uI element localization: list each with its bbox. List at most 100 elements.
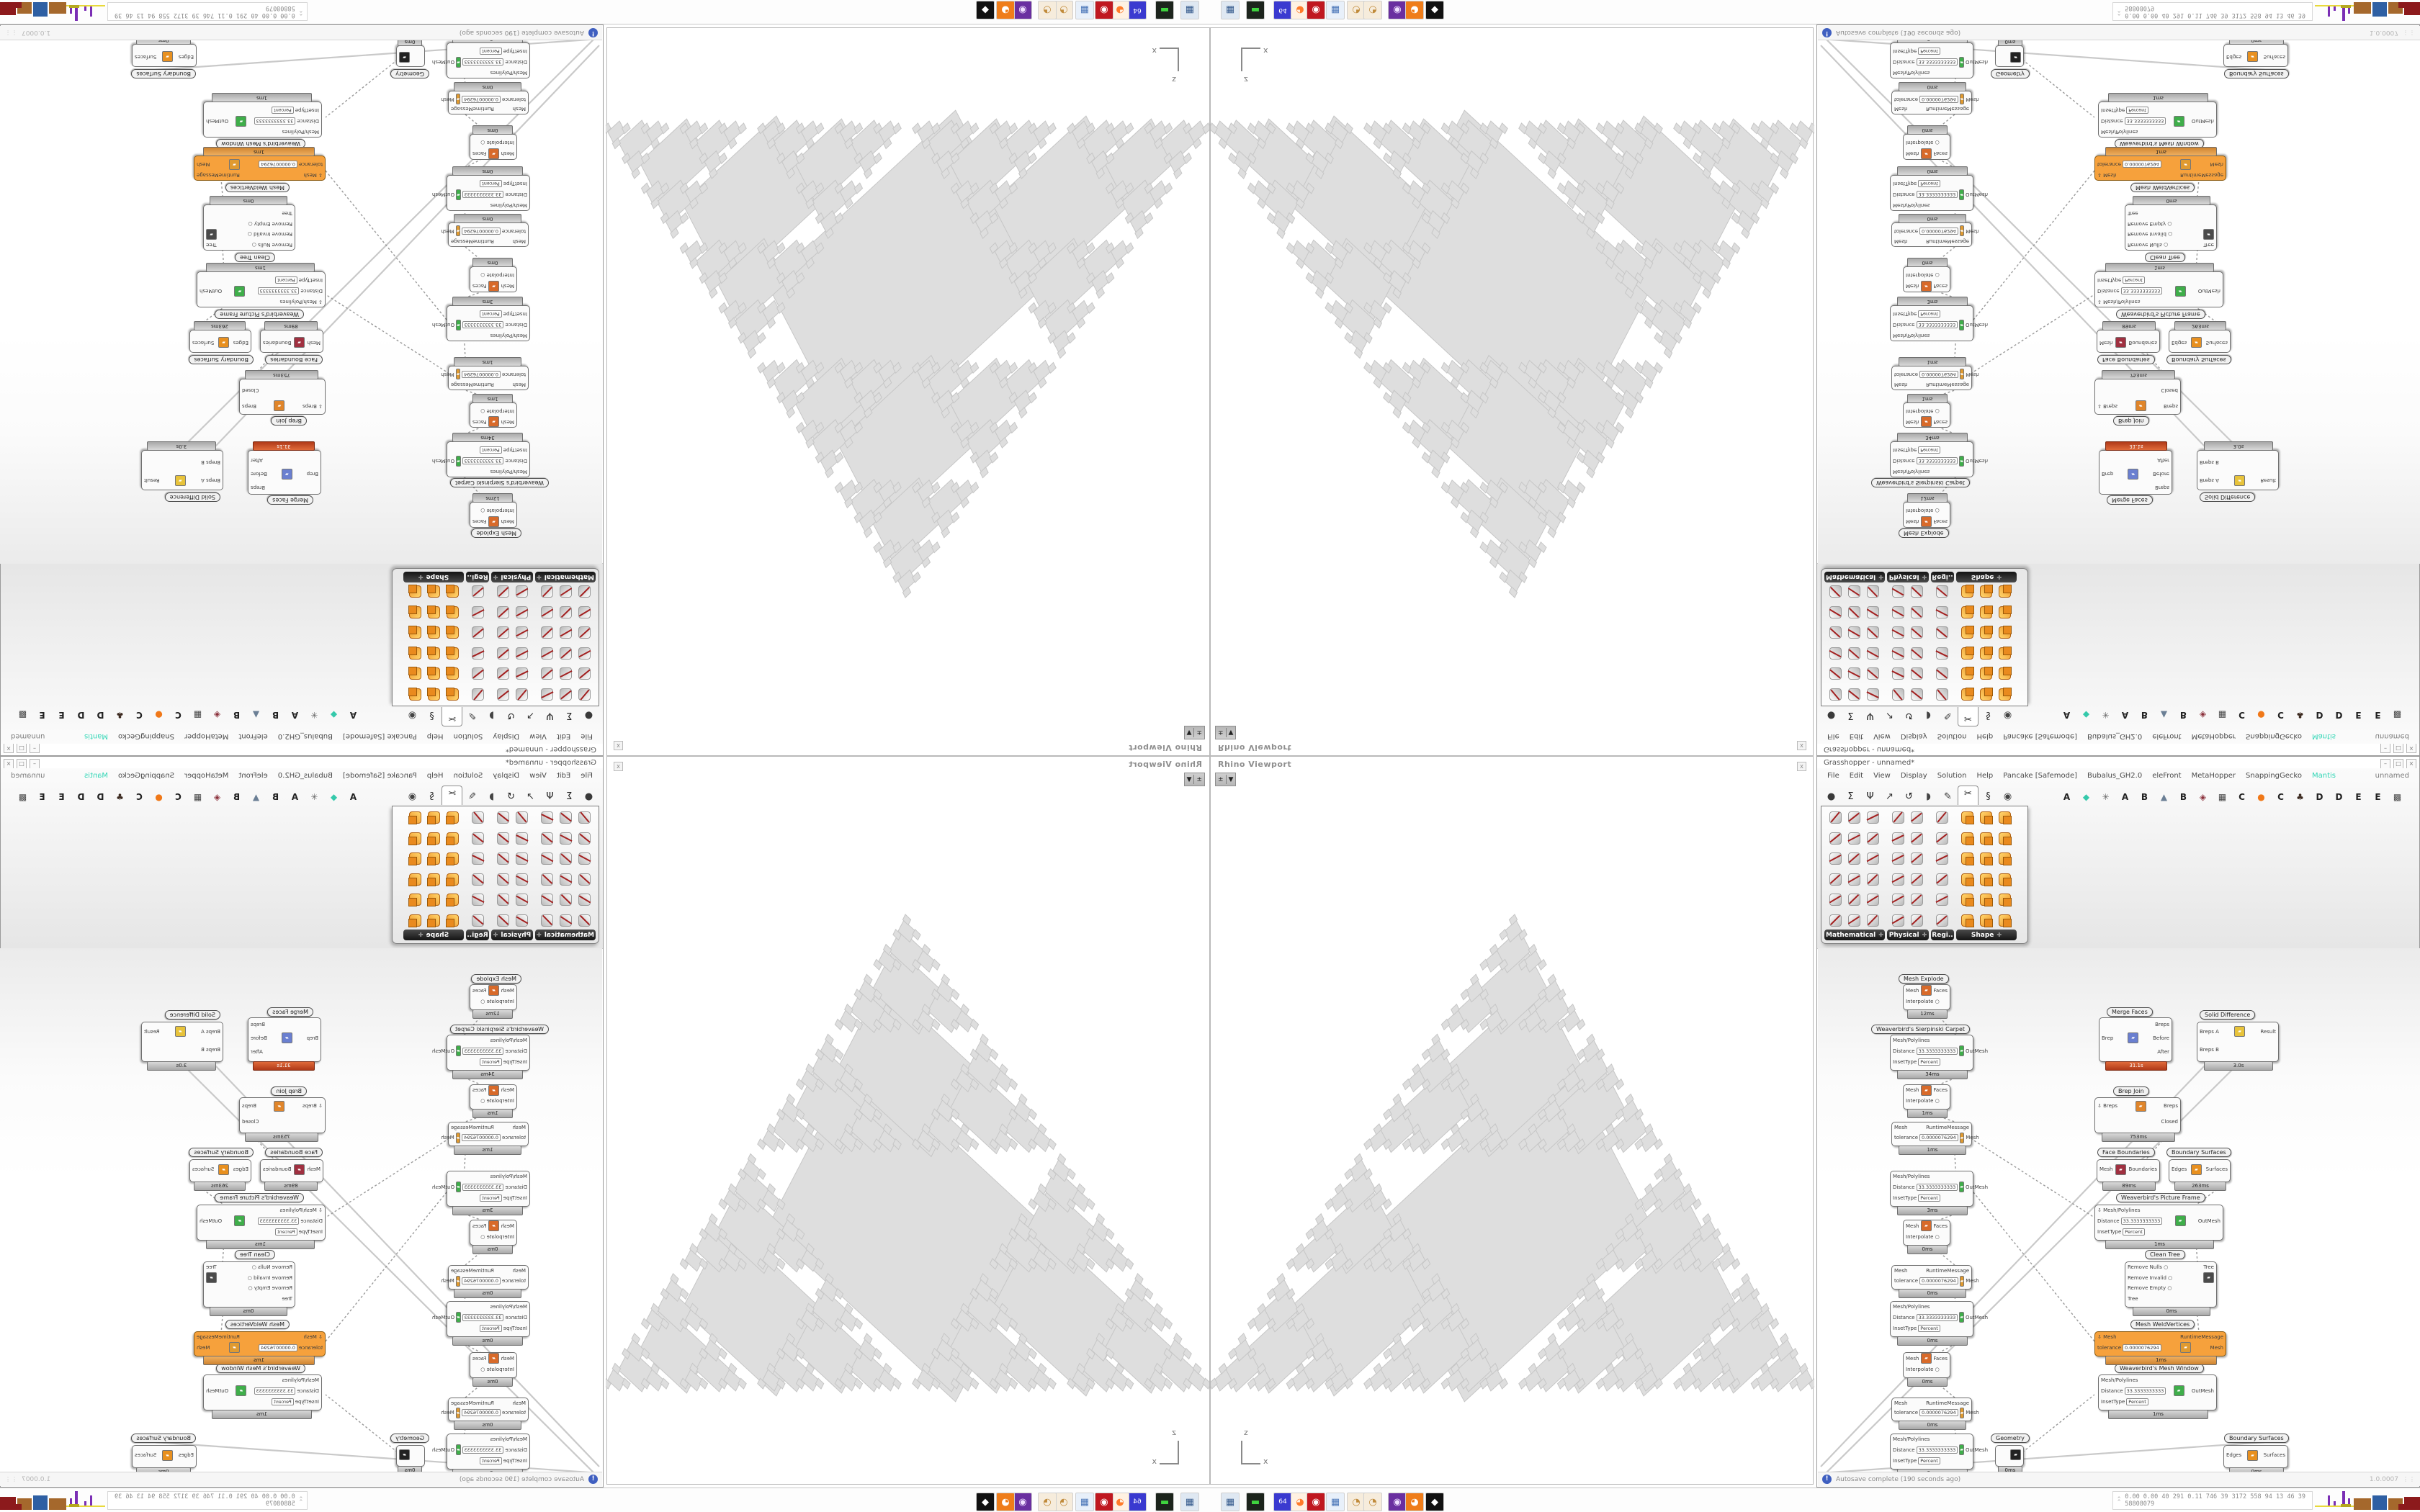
menu-item-display[interactable]: Display (493, 732, 520, 740)
tab-plugin-8[interactable]: ▦ (2218, 710, 2227, 720)
component-icon[interactable] (406, 644, 424, 662)
palette-group-label[interactable]: Shape ✛ (1956, 572, 2017, 582)
menu-item-help[interactable]: Help (1976, 772, 1994, 780)
component-icon[interactable] (1934, 624, 1951, 641)
menu-item-solution[interactable]: Solution (1937, 732, 1967, 740)
palette-group-label[interactable]: Regi.. (466, 930, 489, 940)
close-button[interactable]: × (4, 759, 14, 769)
tab-display[interactable]: ◉ (408, 710, 417, 721)
tab-plugin-7[interactable]: ◈ (2199, 792, 2207, 802)
mesh-window-node[interactable]: Mesh/Polylines Distance 33.3333333333 ▰ OutM… (432, 1434, 530, 1472)
close-icon[interactable]: x (1797, 762, 1806, 771)
menu-item-snappinggecko[interactable]: SnappingGecko (2246, 732, 2302, 740)
component-icon[interactable] (469, 603, 486, 621)
paint-palette-icon[interactable]: ◔ (1038, 1493, 1057, 1511)
component-icon[interactable] (538, 665, 555, 682)
tab-sets[interactable]: Ψ (546, 791, 554, 802)
component-icon[interactable] (425, 891, 442, 909)
tab-plugin-7[interactable]: ◈ (213, 710, 221, 720)
tab-plugin-13[interactable]: D (97, 792, 104, 802)
tab-plugin-4[interactable]: B (272, 710, 279, 720)
merge-faces-node[interactable]: Breps Brep ▰ Before After 31.1s (248, 441, 321, 495)
component-icon[interactable] (1865, 830, 1882, 847)
component-icon[interactable] (1996, 665, 2014, 682)
tab-sets[interactable]: Ψ (546, 710, 554, 721)
component-icon[interactable] (425, 871, 442, 888)
component-icon[interactable] (494, 891, 511, 909)
component-icon[interactable] (444, 830, 461, 847)
tab-plugin-16[interactable]: E (39, 792, 45, 802)
boundary-surfaces-node[interactable]: Edges ▰ Surfaces 0ms (2223, 40, 2288, 67)
component-icon[interactable] (513, 665, 530, 682)
mesh-faces-node[interactable]: Mesh ▰ Faces Interpolate ○ 0ms (1903, 1220, 1950, 1254)
weld-vertices-node[interactable]: Mesh RuntimeMessage tolerance 0.0000076294 ▰… (441, 1122, 529, 1155)
tab-mesh[interactable]: ✎ (1944, 710, 1952, 721)
component-icon[interactable] (494, 871, 511, 888)
mesh-window-node[interactable]: Mesh/Polylines Distance 33.3333333333 ▰ OutM… (432, 40, 530, 78)
component-icon[interactable] (444, 891, 461, 909)
component-icon[interactable] (557, 582, 574, 600)
component-icon[interactable] (469, 809, 486, 827)
tab-plugin-11[interactable]: C (136, 710, 143, 720)
component-icon[interactable] (1846, 809, 1863, 827)
tab-plugin-12[interactable]: ♣ (2296, 792, 2304, 802)
mesh-faces-node[interactable]: Mesh ▰ Faces Interpolate ○ 0ms (1903, 1352, 1950, 1387)
menu-item-elefront[interactable]: eleFront (2152, 732, 2182, 740)
component-icon[interactable] (513, 624, 530, 641)
menu-item-elefront[interactable]: eleFront (2152, 772, 2182, 780)
tab-vector[interactable]: ↗ (1886, 791, 1894, 802)
tab-plugin-8[interactable]: ▦ (2218, 792, 2227, 802)
component-icon[interactable] (494, 850, 511, 868)
component-icon[interactable] (1959, 603, 1976, 621)
component-icon[interactable] (1959, 624, 1976, 641)
tab-sets[interactable]: Ψ (1866, 791, 1874, 802)
sierpinski-carpet-node[interactable]: Mesh/Polylines Distance 33.3333333333 ▰ OutM… (432, 433, 530, 477)
weld-vertices-node[interactable]: Mesh RuntimeMessage tolerance 0.0000076294 ▰… (441, 82, 529, 114)
clean-tree-node[interactable]: Remove Nulls ○ Tree Remove Invalid ○ ▰ Remov… (203, 1261, 295, 1316)
component-icon[interactable] (444, 603, 461, 621)
merge-faces-node[interactable]: Breps Brep ▰ Before After 31.1s (2099, 1017, 2172, 1071)
component-icon[interactable] (444, 665, 461, 682)
mesh-explode-node[interactable]: Mesh ▰ Faces Interpolate ○ 12ms (1903, 493, 1950, 528)
tab-transform[interactable]: § (429, 710, 434, 721)
mesh-weld-vertices-node[interactable]: ⇩ Mesh RuntimeMessage tolerance 0.000007629… (2094, 1331, 2226, 1365)
menu-item-file[interactable]: File (1827, 732, 1839, 740)
close-button[interactable]: × (2406, 759, 2416, 769)
component-icon[interactable] (1890, 624, 1907, 641)
tab-plugin-3[interactable]: A (2121, 710, 2129, 720)
component-icon[interactable] (1846, 830, 1863, 847)
tab-vector[interactable]: ↗ (526, 791, 534, 802)
picture-frame-node[interactable]: ⇩ Mesh/Polylines Distance 33.3333333333 ▰ Ou… (197, 263, 326, 307)
weld-vertices-node[interactable]: Mesh RuntimeMessage tolerance 0.0000076294 ▰… (1891, 82, 1979, 114)
mesh-explode-node[interactable]: Mesh ▰ Faces Interpolate ○ 12ms (470, 493, 517, 528)
menu-item-bubalus-gh2-0[interactable]: Bubalus_GH2.0 (2087, 732, 2143, 740)
component-icon[interactable] (444, 809, 461, 827)
boundary-surfaces-node[interactable]: Edges ▰ Surfaces 263ms (189, 1159, 251, 1191)
minimize-button[interactable]: – (30, 743, 40, 753)
component-icon[interactable] (1865, 665, 1882, 682)
component-icon[interactable] (1890, 871, 1907, 888)
tab-plugin-10[interactable]: ● (2257, 710, 2265, 720)
tab-mesh[interactable]: ✎ (1944, 791, 1952, 802)
sierpinski-carpet-node[interactable]: Mesh/Polylines Distance 33.3333333333 ▰ OutM… (432, 1035, 530, 1079)
component-icon[interactable] (1978, 603, 1995, 621)
weld-vertices-node[interactable]: Mesh RuntimeMessage tolerance 0.0000076294 ▰… (441, 1398, 529, 1430)
brep-join-node[interactable]: ⇩ Breps ▰ Breps Closed 753ms (239, 1097, 326, 1142)
resize-grip[interactable]: ⋮⋮ (2403, 30, 2416, 36)
component-icon[interactable] (538, 644, 555, 662)
component-icon[interactable] (513, 582, 530, 600)
mesh-faces-node[interactable]: Mesh ▰ Faces Interpolate ○ 1ms (1903, 1084, 1950, 1118)
geometry-param-node[interactable]: ▰ 0ms (396, 1445, 425, 1472)
component-icon[interactable] (1909, 912, 1926, 930)
component-icon[interactable] (494, 644, 511, 662)
component-icon[interactable] (1827, 891, 1845, 909)
menu-item-view[interactable]: View (1873, 732, 1891, 740)
component-icon[interactable] (1996, 850, 2014, 868)
tab-maths[interactable]: Σ (1847, 791, 1854, 802)
palette-group-label[interactable]: Regi.. (1931, 930, 1954, 940)
component-icon[interactable] (425, 665, 442, 682)
tab-params[interactable]: ● (584, 791, 593, 802)
component-icon[interactable] (557, 850, 574, 868)
component-icon[interactable] (406, 891, 424, 909)
component-icon[interactable] (425, 603, 442, 621)
